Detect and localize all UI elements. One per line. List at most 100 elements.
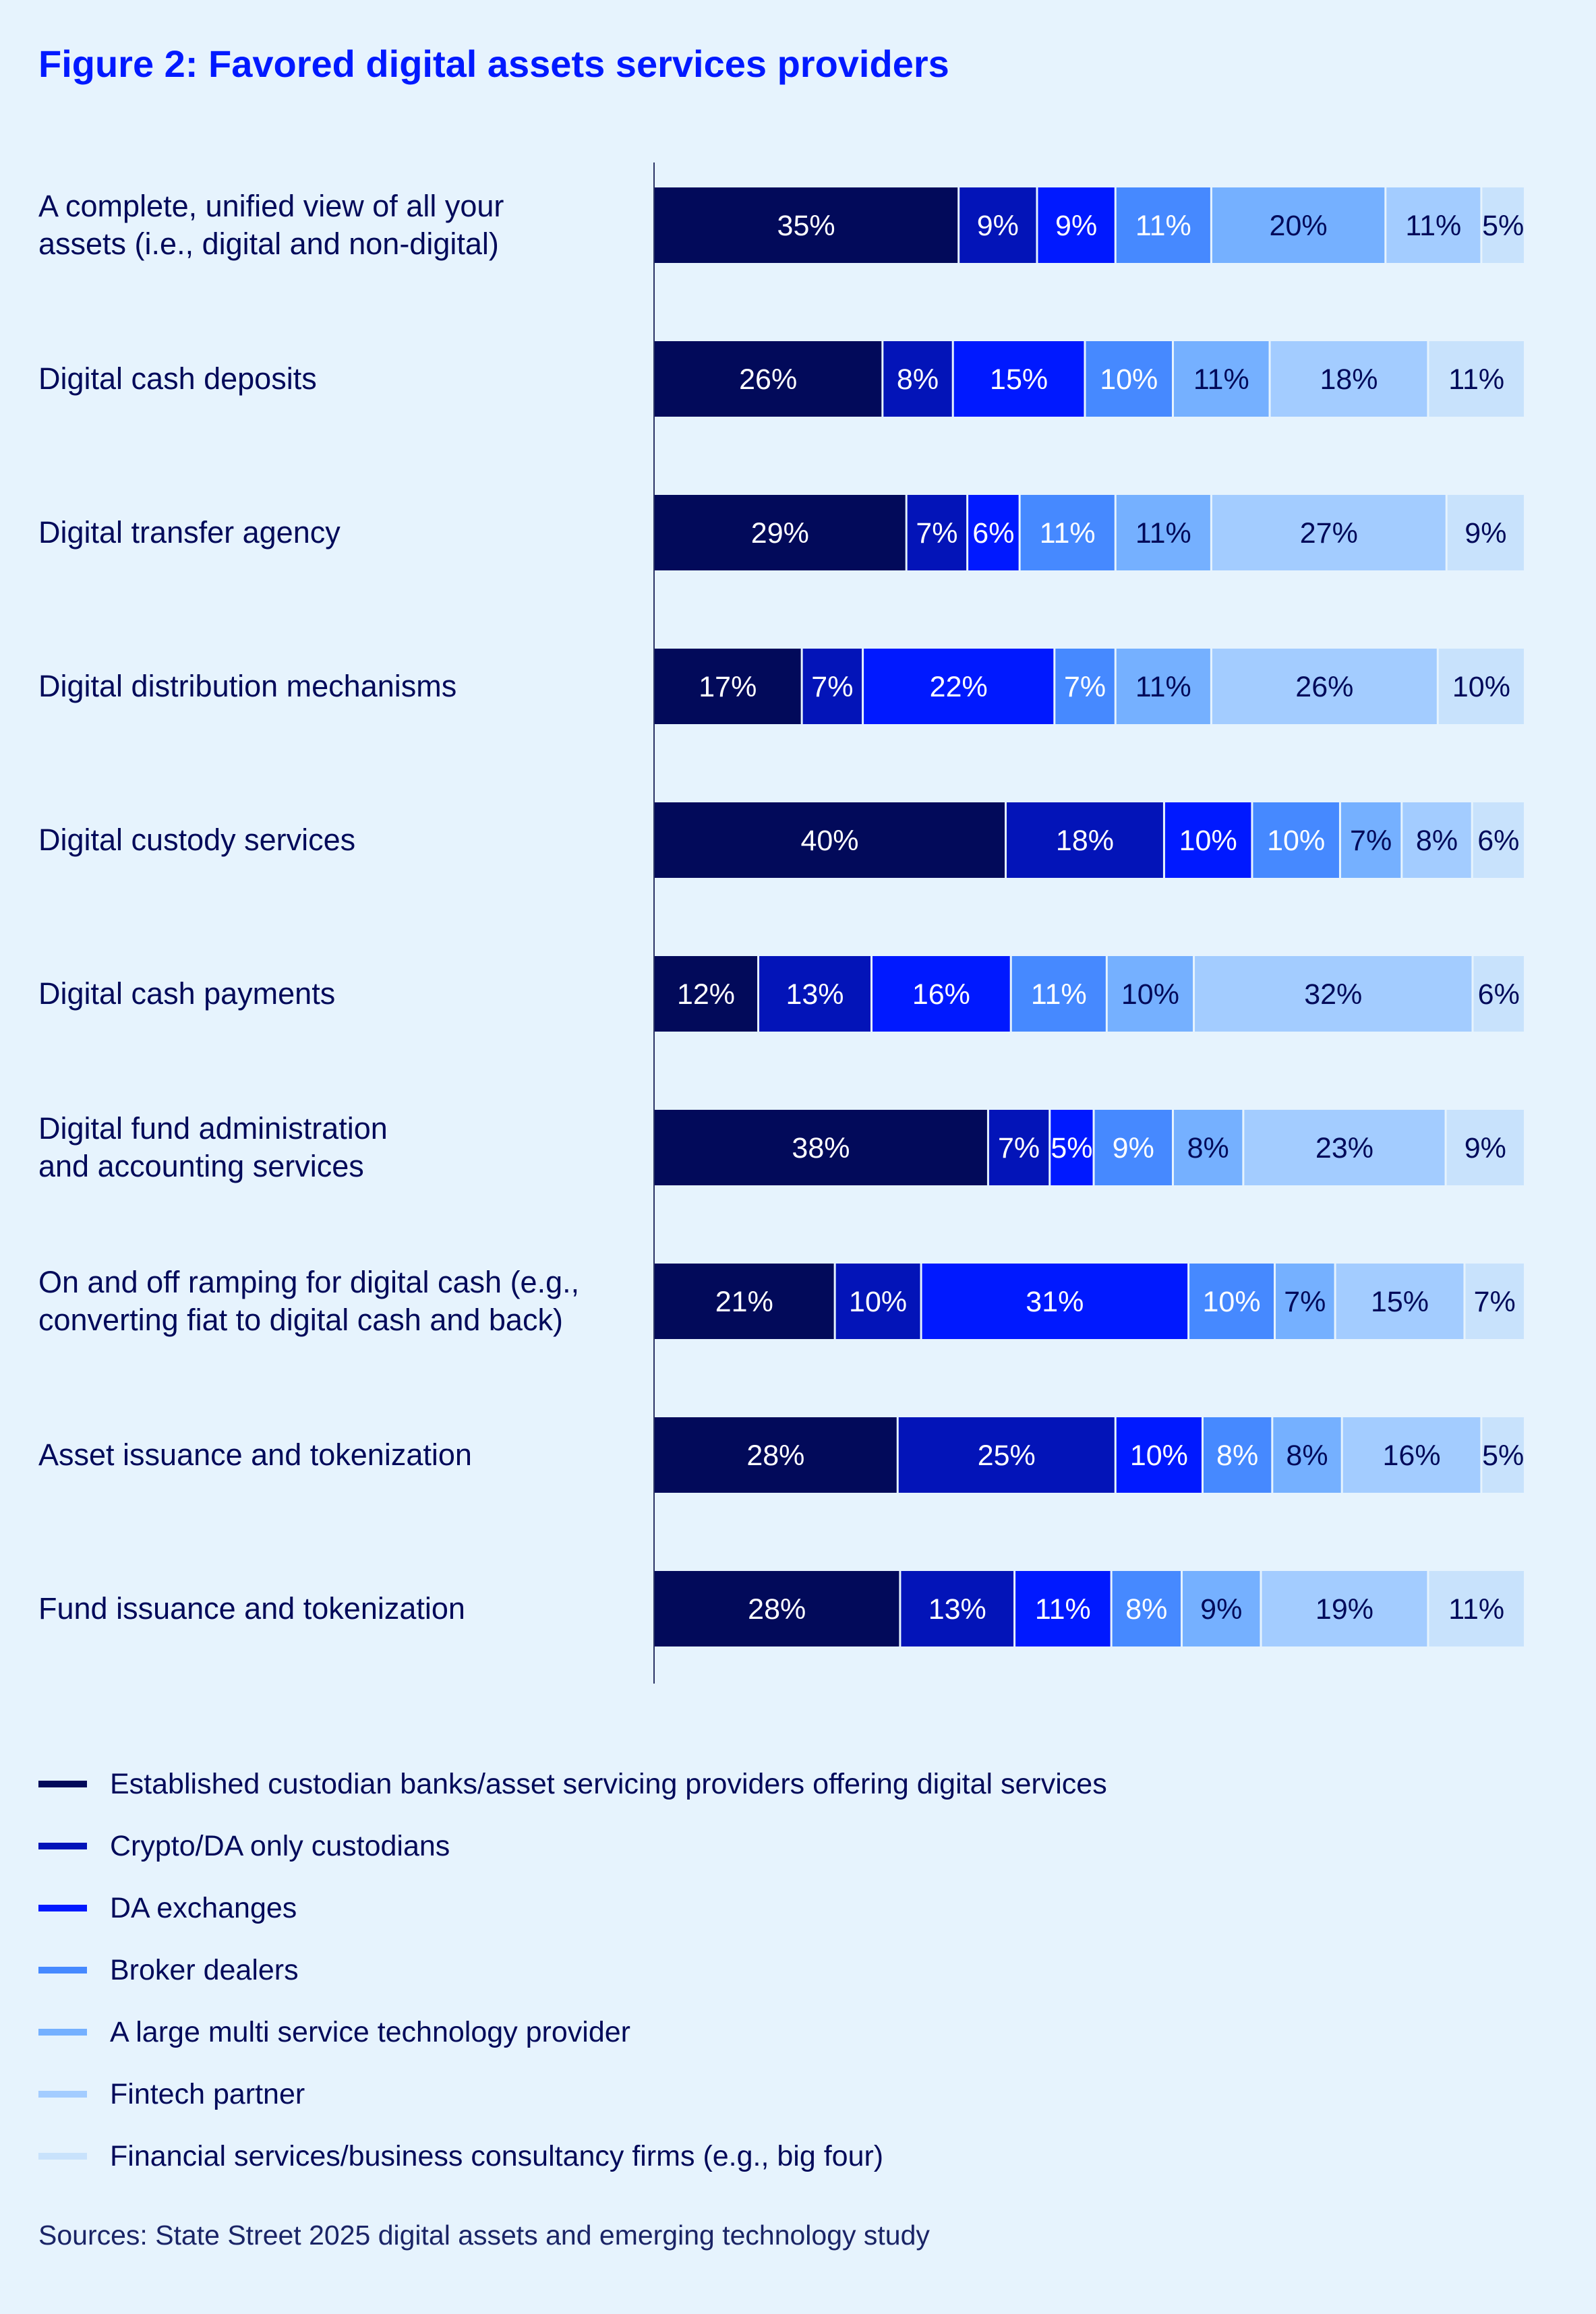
legend-item: Fintech partner: [38, 2063, 1107, 2125]
bar-segment: [1244, 1110, 1445, 1185]
data-label: 6%: [972, 517, 1014, 550]
bar-segment: [1173, 341, 1269, 417]
data-label: 40%: [800, 825, 858, 857]
category-label-line: Digital transfer agency: [38, 515, 341, 550]
data-label: 8%: [897, 363, 939, 396]
category-label: Digital transfer agency: [38, 514, 632, 552]
bar-segment: [1262, 1571, 1427, 1646]
bar-segment: [1473, 956, 1524, 1032]
category-label: Digital cash deposits: [38, 360, 632, 398]
data-label: 9%: [1055, 210, 1097, 242]
bar-segment: [1007, 802, 1163, 878]
data-label: 13%: [786, 978, 844, 1011]
category-label-line: converting fiat to digital cash and back…: [38, 1303, 563, 1337]
legend-swatch: [38, 2029, 87, 2036]
category-label: Digital fund administration and accountin…: [38, 1110, 632, 1185]
bar-segment: [1038, 187, 1115, 263]
bar-segment: [968, 495, 1019, 570]
data-label: 7%: [916, 517, 957, 550]
data-label: 22%: [930, 671, 988, 703]
data-label: 11%: [1135, 517, 1191, 550]
data-label: 11%: [1405, 210, 1461, 242]
bar-segment: [1273, 1417, 1341, 1493]
bar-segment: [922, 1264, 1188, 1339]
bar-segment: [883, 341, 952, 417]
bar-segment: [835, 1264, 920, 1339]
bar-segment: [1112, 1571, 1181, 1646]
bar-segment: [1051, 1110, 1093, 1185]
data-label: 15%: [990, 363, 1048, 396]
category-label-line: and accounting services: [38, 1149, 364, 1183]
legend-item: DA exchanges: [38, 1877, 1107, 1939]
data-label: 21%: [715, 1286, 773, 1318]
bar-segment: [898, 1417, 1115, 1493]
bar-segment: [655, 1571, 899, 1646]
data-label: 11%: [1135, 210, 1191, 242]
data-label: 7%: [1064, 671, 1106, 703]
bar-segment: [1020, 495, 1115, 570]
legend-label: Financial services/business consultancy …: [110, 2139, 884, 2172]
bar-segment: [959, 187, 1036, 263]
bar-segment: [802, 649, 862, 724]
data-label: 5%: [1051, 1132, 1092, 1164]
legend-label: Established custodian banks/asset servic…: [110, 1767, 1107, 1800]
category-label-line: A complete, unified view of all your: [38, 189, 504, 223]
bar-segment: [1116, 1417, 1202, 1493]
data-label: 28%: [748, 1593, 806, 1626]
legend-item: Crypto/DA only custodians: [38, 1815, 1107, 1877]
data-label: 19%: [1316, 1593, 1373, 1626]
data-label: 7%: [811, 671, 853, 703]
data-label: 26%: [739, 363, 797, 396]
data-label: 11%: [1035, 1593, 1091, 1626]
bar-segment: [1164, 802, 1251, 878]
bar-segment: [1438, 649, 1524, 724]
data-label: 35%: [777, 210, 835, 242]
bar-segment: [1189, 1264, 1274, 1339]
data-label: 16%: [1383, 1440, 1441, 1472]
data-label: 31%: [1026, 1286, 1084, 1318]
bar-segment: [1107, 956, 1193, 1032]
legend-swatch: [38, 1843, 87, 1849]
category-label: Digital cash payments: [38, 975, 632, 1013]
legend-label: A large multi service technology provide…: [110, 2015, 630, 2048]
category-label: Fund issuance and tokenization: [38, 1590, 632, 1628]
data-label: 15%: [1371, 1286, 1429, 1318]
bar-segment: [1212, 649, 1437, 724]
category-label: Digital custody services: [38, 821, 632, 859]
data-label: 23%: [1316, 1132, 1373, 1164]
data-label: 7%: [998, 1132, 1040, 1164]
bar-segment: [1086, 341, 1172, 417]
bar-segment: [1253, 802, 1339, 878]
data-label: 27%: [1300, 517, 1358, 550]
data-label: 8%: [1125, 1593, 1167, 1626]
bar-segment: [907, 495, 967, 570]
legend-label: DA exchanges: [110, 1891, 297, 1924]
category-label: On and off ramping for digital cash (e.g…: [38, 1264, 632, 1339]
data-label: 38%: [792, 1132, 850, 1164]
data-label: 10%: [1179, 825, 1237, 857]
data-label: 11%: [1040, 517, 1096, 550]
legend-label: Broker dealers: [110, 1953, 299, 1986]
data-label: 9%: [1465, 517, 1506, 550]
data-label: 11%: [1448, 363, 1504, 396]
bar-segment: [1473, 802, 1524, 878]
bar-segment: [1342, 1417, 1481, 1493]
data-label: 11%: [1135, 671, 1191, 703]
bar-segment: [988, 1110, 1049, 1185]
data-label: 9%: [977, 210, 1019, 242]
category-label-line: Digital fund administration: [38, 1111, 388, 1146]
bar-segment: [655, 649, 801, 724]
bar-segment: [1203, 1417, 1272, 1493]
bar-segment: [1447, 495, 1524, 570]
data-label: 10%: [1100, 363, 1158, 396]
category-label-line: Digital custody services: [38, 823, 356, 857]
data-label: 13%: [928, 1593, 986, 1626]
legend-swatch: [38, 2153, 87, 2160]
bar-segment: [1116, 187, 1210, 263]
bar-segment: [655, 495, 906, 570]
bar-segment: [1386, 187, 1481, 263]
bar-segment: [1336, 1264, 1464, 1339]
legend-swatch: [38, 2091, 87, 2098]
data-label: 29%: [751, 517, 809, 550]
bar-segment: [655, 1264, 834, 1339]
